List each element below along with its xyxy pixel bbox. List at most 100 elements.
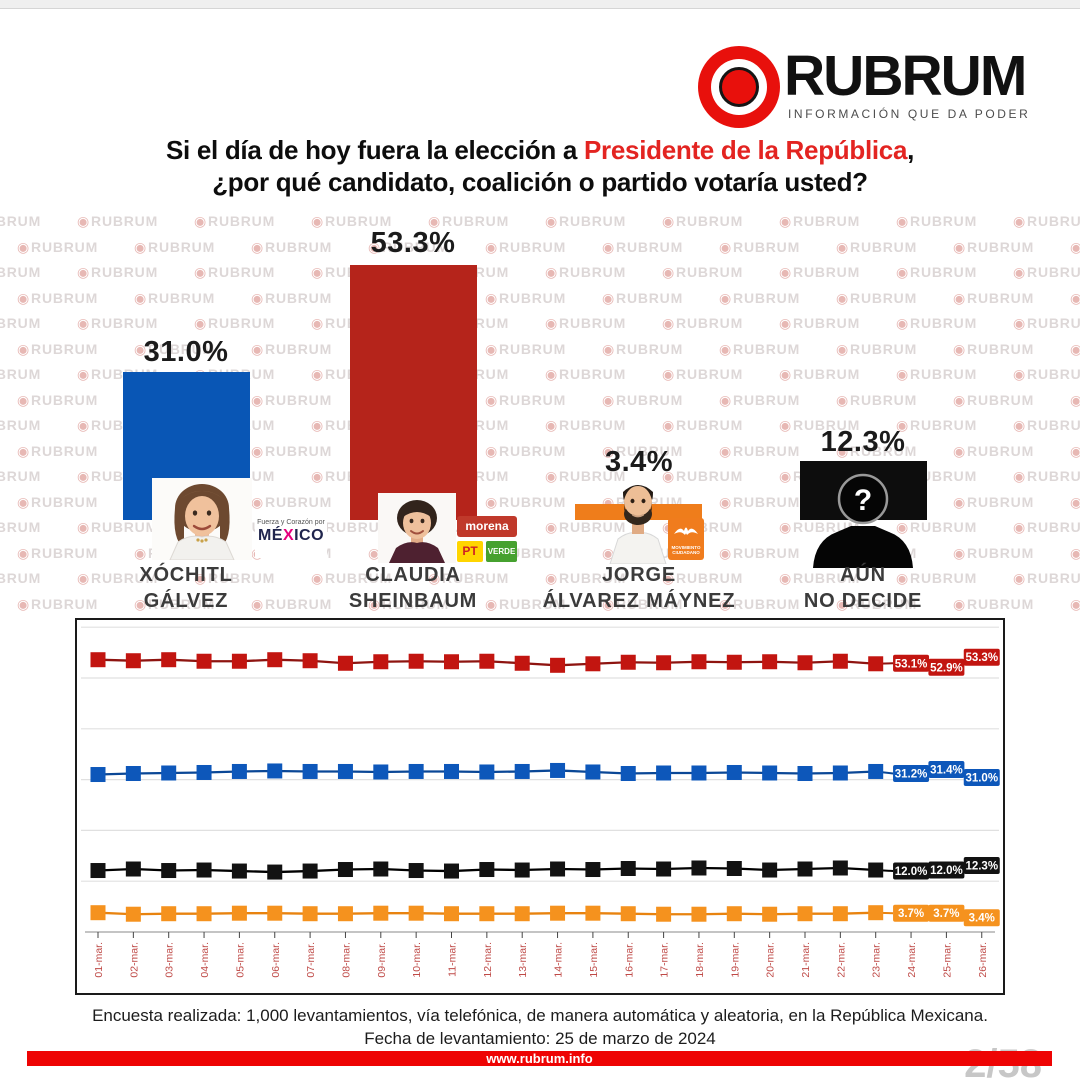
rubrum-watermark: ◉RUBRUM — [0, 213, 42, 229]
rubrum-watermark: ◉RUBRUM — [251, 442, 333, 459]
svg-text:31.4%: 31.4% — [930, 764, 963, 776]
svg-text:01-mar.: 01-mar. — [93, 942, 105, 978]
rubrum-watermark: ◉RUBRUM — [0, 468, 42, 484]
rubrum-watermark: ◉RUBRUM — [1070, 391, 1080, 408]
rubrum-watermark: ◉RUBRUM — [545, 519, 627, 535]
rubrum-watermark: ◉RUBRUM — [485, 340, 567, 357]
rubrum-logo: RUBRUM INFORMACIÓN QUE DA PODER — [698, 46, 1030, 128]
pt-logo: PT — [457, 541, 483, 562]
rubrum-watermark: ◉RUBRUM — [896, 417, 978, 433]
rubrum-watermark: ◉RUBRUM — [896, 213, 978, 229]
rubrum-watermark: ◉RUBRUM — [719, 391, 801, 408]
svg-text:3.7%: 3.7% — [898, 908, 924, 920]
claudia-photo — [378, 493, 456, 563]
rubrum-watermark: ◉RUBRUM — [602, 289, 684, 306]
question-mark: ? — [854, 484, 872, 517]
rubrum-watermark: ◉RUBRUM — [662, 213, 744, 229]
rubrum-watermark: ◉RUBRUM — [485, 391, 567, 408]
rubrum-target-icon — [698, 46, 780, 128]
rubrum-watermark: ◉RUBRUM — [836, 442, 918, 459]
svg-text:21-mar.: 21-mar. — [800, 942, 812, 978]
rubrum-watermark: ◉RUBRUM — [1070, 289, 1080, 306]
rubrum-watermark: ◉RUBRUM — [953, 238, 1035, 255]
rubrum-watermark: ◉RUBRUM — [779, 366, 861, 382]
svg-text:08-mar.: 08-mar. — [340, 942, 352, 978]
verde-logo: VERDE — [486, 541, 517, 562]
rubrum-watermark: ◉RUBRUM — [1013, 264, 1080, 280]
rubrum-watermark: ◉RUBRUM — [17, 544, 99, 561]
rubrum-watermark: ◉RUBRUM — [545, 366, 627, 382]
rubrum-watermark: ◉RUBRUM — [251, 238, 333, 255]
rubrum-watermark: ◉RUBRUM — [368, 238, 450, 255]
rubrum-watermark: ◉RUBRUM — [896, 315, 978, 331]
title-line1: Si el día de hoy fuera la elección a Pre… — [165, 135, 915, 165]
rubrum-watermark: ◉RUBRUM — [602, 238, 684, 255]
svg-text:31.0%: 31.0% — [965, 773, 998, 785]
rubrum-watermark: ◉RUBRUM — [428, 213, 510, 229]
svg-text:06-mar.: 06-mar. — [270, 942, 282, 978]
rubrum-watermark: ◉RUBRUM — [368, 595, 450, 612]
rubrum-watermark: ◉RUBRUM — [0, 570, 42, 586]
rubrum-watermark: ◉RUBRUM — [545, 315, 627, 331]
rubrum-watermark: ◉RUBRUM — [134, 289, 216, 306]
rubrum-watermark: ◉RUBRUM — [1070, 340, 1080, 357]
rubrum-watermark: ◉RUBRUM — [77, 264, 159, 280]
rubrum-watermark: ◉RUBRUM — [836, 391, 918, 408]
rubrum-watermark: ◉RUBRUM — [662, 264, 744, 280]
svg-text:07-mar.: 07-mar. — [305, 942, 317, 978]
svg-text:24-mar.: 24-mar. — [906, 942, 918, 978]
jorge-photo — [609, 485, 667, 564]
rubrum-watermark: ◉RUBRUM — [485, 442, 567, 459]
name-claudia: CLAUDIA SHEINBAUM — [348, 564, 478, 612]
rubrum-watermark: ◉RUBRUM — [251, 493, 333, 510]
rubrum-watermark: ◉RUBRUM — [194, 213, 276, 229]
rubrum-watermark: ◉RUBRUM — [194, 264, 276, 280]
rubrum-watermark: ◉RUBRUM — [134, 595, 216, 612]
rubrum-watermark: ◉RUBRUM — [194, 570, 276, 586]
unknown-silhouette: ? — [813, 473, 913, 568]
fuerza-corazon-mexico-logo: Fuerza y Corazón por MÉXICO — [255, 516, 327, 558]
pct-jorge: 3.4% — [604, 446, 674, 478]
svg-text:12.3%: 12.3% — [965, 861, 998, 873]
title-highlight: Presidente de la República — [584, 135, 908, 165]
svg-text:05-mar.: 05-mar. — [234, 942, 246, 978]
bar-claudia-sheinbaum — [350, 265, 477, 520]
svg-text:12-mar.: 12-mar. — [482, 942, 494, 978]
rubrum-watermark: ◉RUBRUM — [0, 417, 42, 433]
xochitl-photo — [152, 478, 252, 560]
rubrum-watermark: ◉RUBRUM — [428, 570, 510, 586]
rubrum-watermark: ◉RUBRUM — [602, 391, 684, 408]
rubrum-watermark: ◉RUBRUM — [953, 493, 1035, 510]
svg-text:20-mar.: 20-mar. — [765, 942, 777, 978]
pct-no-decide: 12.3% — [820, 426, 906, 458]
rubrum-watermark: ◉RUBRUM — [953, 595, 1035, 612]
rubrum-watermark: ◉RUBRUM — [1013, 519, 1080, 535]
rubrum-watermark: ◉RUBRUM — [485, 595, 567, 612]
morena-logo: morena — [457, 516, 517, 537]
rubrum-watermark: ◉RUBRUM — [251, 391, 333, 408]
pct-claudia: 53.3% — [370, 227, 456, 259]
website-link[interactable]: www.rubrum.info — [486, 1051, 593, 1066]
rubrum-watermark: ◉RUBRUM — [602, 340, 684, 357]
rubrum-watermark: ◉RUBRUM — [17, 493, 99, 510]
rubrum-watermark: ◉RUBRUM — [836, 289, 918, 306]
mc-eagle-icon — [674, 527, 698, 535]
svg-text:16-mar.: 16-mar. — [623, 942, 635, 978]
svg-text:53.3%: 53.3% — [965, 652, 998, 664]
rubrum-watermark: ◉RUBRUM — [779, 264, 861, 280]
rubrum-watermark: ◉RUBRUM — [17, 340, 99, 357]
svg-text:31.2%: 31.2% — [895, 769, 928, 781]
svg-text:15-mar.: 15-mar. — [588, 942, 600, 978]
rubrum-watermark: ◉RUBRUM — [719, 289, 801, 306]
rubrum-watermark: ◉RUBRUM — [1013, 366, 1080, 382]
rubrum-watermark: ◉RUBRUM — [836, 340, 918, 357]
rubrum-watermark: ◉RUBRUM — [1070, 544, 1080, 561]
rubrum-watermark: ◉RUBRUM — [485, 493, 567, 510]
svg-text:53.1%: 53.1% — [895, 658, 928, 670]
rubrum-watermark: ◉RUBRUM — [251, 595, 333, 612]
rubrum-watermark: ◉RUBRUM — [0, 366, 42, 382]
methodology-line1: Encuesta realizada: 1,000 levantamientos… — [92, 1006, 988, 1025]
rubrum-watermark: ◉RUBRUM — [545, 570, 627, 586]
svg-text:18-mar.: 18-mar. — [694, 942, 706, 978]
rubrum-watermark: ◉RUBRUM — [662, 570, 744, 586]
